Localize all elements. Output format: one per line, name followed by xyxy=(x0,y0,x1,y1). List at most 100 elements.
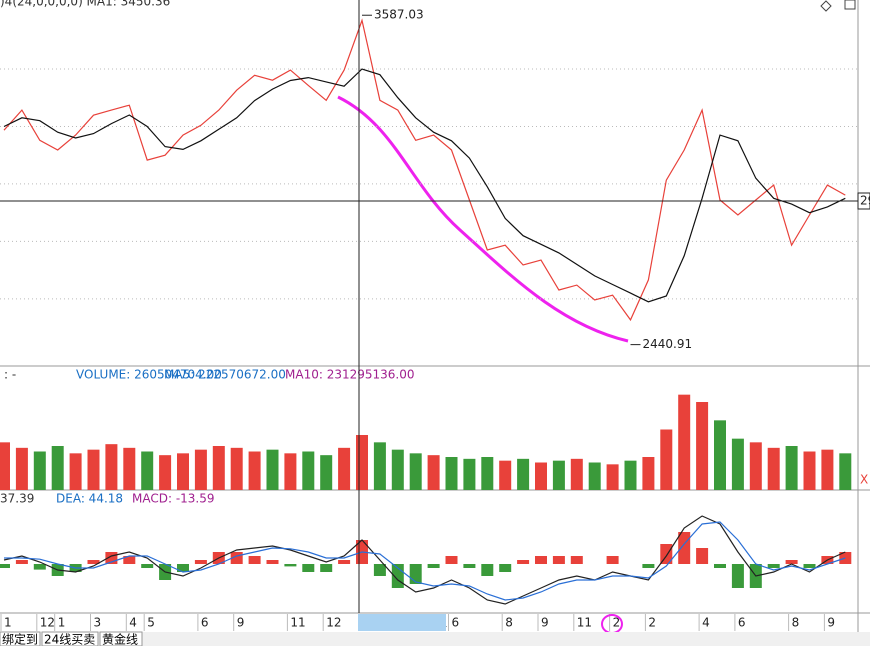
annotation: 2440.91 xyxy=(643,337,693,351)
macd-bar xyxy=(284,564,297,567)
volume-bar xyxy=(588,462,601,490)
volume-bar xyxy=(105,444,118,490)
macd-bar xyxy=(427,564,440,568)
macd-bar xyxy=(141,564,154,568)
volume-bar xyxy=(481,457,494,490)
price-header: )4(24,0,0,0,0) MA1: 3450.36 xyxy=(0,0,170,9)
x-tick-label: 2 xyxy=(648,616,656,630)
cursor-price-box xyxy=(857,192,870,210)
macd-bar xyxy=(606,556,619,564)
x-tick-label: 5 xyxy=(147,616,155,630)
tab-label[interactable]: 绑定到 xyxy=(2,632,38,647)
macd-bar xyxy=(320,564,333,572)
tab-label[interactable]: 黄金线 xyxy=(102,632,138,647)
x-tick-label: 1 xyxy=(4,616,12,630)
cursor-price: 29 xyxy=(860,194,870,208)
macd-bar xyxy=(642,564,655,568)
volume-bar xyxy=(391,449,404,490)
ma-line xyxy=(3,68,846,303)
volume-bar xyxy=(731,438,744,490)
macd-bar xyxy=(767,564,780,568)
volume-bar xyxy=(767,447,780,490)
macd-bar xyxy=(552,556,565,564)
x-tick-label: 6 xyxy=(738,616,746,630)
x-tick-label: 4 xyxy=(702,616,710,630)
macd-bar xyxy=(194,560,207,564)
icon[interactable] xyxy=(844,0,856,10)
x-tick-label: 3 xyxy=(94,616,102,630)
macd-bar xyxy=(409,564,422,584)
volume-bar xyxy=(785,446,798,490)
macd-bar xyxy=(0,564,10,568)
volume-header: MA10: 231295136.00 xyxy=(285,368,415,382)
volume-bar xyxy=(69,453,82,490)
volume-bar xyxy=(803,451,816,490)
volume-bar xyxy=(552,460,565,490)
macd-bar xyxy=(302,564,315,572)
volume-bar xyxy=(606,464,619,490)
volume-bar xyxy=(0,442,10,490)
x-tick-label: 12 xyxy=(326,616,341,630)
volume-bar xyxy=(517,458,530,490)
x-tick-label: 12 xyxy=(40,616,55,630)
dea-line xyxy=(4,521,846,601)
volume-bar xyxy=(230,447,243,490)
volume-bar xyxy=(570,458,583,490)
volume-bar xyxy=(33,451,46,490)
volume-bar xyxy=(463,458,476,490)
volume-bar xyxy=(248,451,261,490)
close-button[interactable]: X xyxy=(860,473,868,487)
macd-bar xyxy=(535,556,547,564)
volume-bar xyxy=(427,455,440,490)
macd-bar xyxy=(714,564,726,568)
x-tick-label: 8 xyxy=(505,616,513,630)
macd-bar xyxy=(87,560,100,564)
volume-bar xyxy=(499,460,512,490)
x-tick-label: 9 xyxy=(237,616,245,630)
macd-bar xyxy=(266,560,279,564)
date-highlight xyxy=(358,614,446,631)
volume-bar xyxy=(177,453,189,490)
macd-bar xyxy=(678,532,691,564)
macd-header: DEA: 44.18 xyxy=(56,492,123,506)
volume-header: : - xyxy=(4,368,16,382)
macd-bar xyxy=(177,564,189,572)
dif-line xyxy=(3,515,846,605)
volume-bar xyxy=(714,420,726,490)
x-tick-label: 4 xyxy=(129,616,137,630)
macd-header: 37.39 xyxy=(0,492,34,506)
macd-bar xyxy=(481,564,494,576)
tab-label[interactable]: 24线买卖 xyxy=(44,633,95,647)
volume-bar xyxy=(678,394,691,490)
macd-bar xyxy=(785,560,798,564)
macd-header: MACD: -13.59 xyxy=(132,492,215,506)
volume-bar xyxy=(159,455,172,490)
x-tick-label: 11 xyxy=(577,616,592,630)
x-tick-label: 2 xyxy=(613,616,621,630)
icon[interactable] xyxy=(820,0,832,12)
macd-bar xyxy=(499,564,512,572)
volume-bar xyxy=(535,462,547,490)
volume-bar xyxy=(839,453,852,490)
volume-bar xyxy=(266,449,279,490)
macd-bar xyxy=(696,548,709,564)
volume-bar xyxy=(302,451,315,490)
macd-bar xyxy=(660,544,673,564)
trend-drawing xyxy=(337,95,629,343)
macd-bar xyxy=(803,564,816,568)
volume-bar xyxy=(409,453,422,490)
x-tick-label: 8 xyxy=(792,616,800,630)
x-tick-label: 9 xyxy=(541,616,549,630)
volume-header: MA5: 222570672.00 xyxy=(164,368,286,382)
volume-bar xyxy=(123,447,136,490)
macd-bar xyxy=(248,556,261,564)
macd-bar xyxy=(463,564,476,568)
x-tick-label: 1 xyxy=(58,616,66,630)
macd-bar xyxy=(570,556,583,564)
volume-header: VOLUME: 260504704.00 xyxy=(76,368,222,382)
volume-bar xyxy=(87,449,100,490)
x-tick-label: 6 xyxy=(452,616,460,630)
